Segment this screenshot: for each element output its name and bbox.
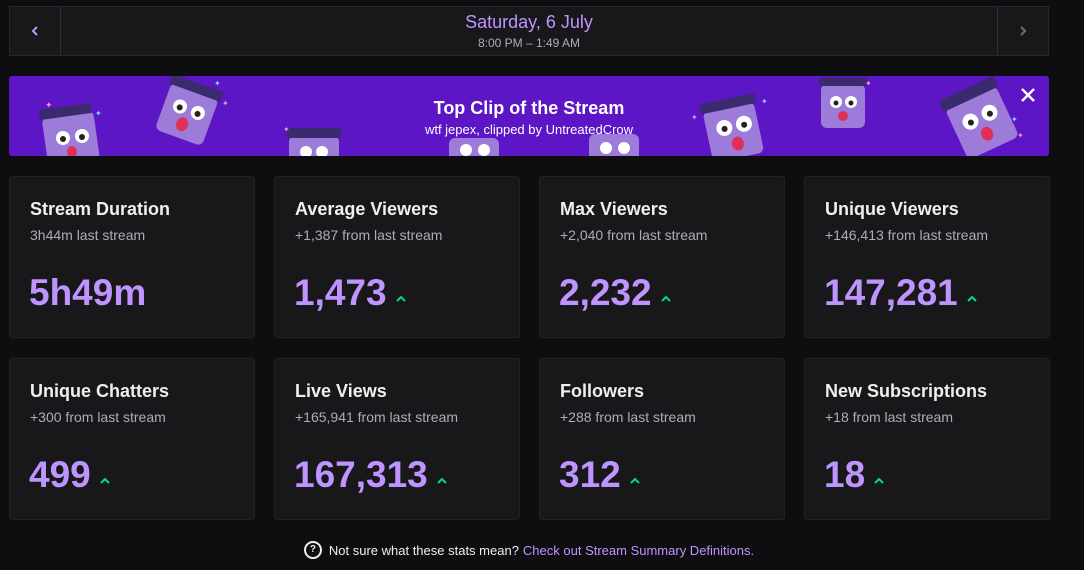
stream-time-range: 8:00 PM – 1:49 AM bbox=[477, 36, 581, 50]
trend-up-icon bbox=[437, 477, 447, 484]
close-icon bbox=[1021, 88, 1035, 102]
clapper-mascot-icon: ✦✦ bbox=[38, 102, 102, 156]
trend-up-icon bbox=[874, 477, 884, 484]
next-stream-button[interactable] bbox=[997, 7, 1048, 55]
stat-value: 167,313 bbox=[294, 454, 428, 495]
stat-value-row: 167,313 bbox=[294, 453, 447, 497]
stat-title: New Subscriptions bbox=[825, 381, 988, 401]
stat-card-followers: Followers +288 from last stream 312 bbox=[539, 358, 785, 520]
svg-text:✦: ✦ bbox=[1017, 131, 1024, 140]
svg-text:✦: ✦ bbox=[45, 102, 53, 110]
trend-up-icon bbox=[395, 295, 406, 302]
top-clip-banner[interactable]: ✦ ✦ ✦ ✦ ✦ ✦ ✦ bbox=[9, 76, 1049, 156]
stat-card-new-subscriptions: New Subscriptions +18 from last stream 1… bbox=[804, 358, 1050, 520]
svg-text:✦: ✦ bbox=[1011, 115, 1018, 124]
stat-title: Stream Duration bbox=[30, 199, 171, 219]
trend-up-icon bbox=[660, 295, 671, 302]
stat-title: Followers bbox=[560, 381, 645, 401]
top-clip-info: Top Clip of the Stream wtf jepex, clippe… bbox=[9, 96, 1049, 139]
stat-comparison: +2,040 from last stream bbox=[560, 227, 708, 243]
date-navigator: Saturday, 6 July 8:00 PM – 1:49 AM bbox=[9, 6, 1049, 56]
stat-value: 147,281 bbox=[824, 272, 958, 313]
svg-text:✦: ✦ bbox=[283, 125, 290, 134]
stat-value: 5h49m bbox=[29, 272, 147, 313]
help-icon: ? bbox=[303, 541, 322, 559]
clapper-mascot-icon: ✦✦ bbox=[691, 93, 768, 156]
stat-comparison: +288 from last stream bbox=[560, 409, 696, 425]
stat-card-stream-duration: Stream Duration 3h44m last stream 5h49m bbox=[9, 176, 255, 338]
previous-stream-button[interactable] bbox=[10, 7, 61, 55]
stat-comparison: +300 from last stream bbox=[30, 409, 166, 425]
stat-comparison: +165,941 from last stream bbox=[295, 409, 459, 425]
stat-title: Live Views bbox=[295, 381, 387, 401]
stat-card-live-views: Live Views +165,941 from last stream 167… bbox=[274, 358, 520, 520]
stats-grid: Stream Duration 3h44m last stream 5h49m … bbox=[9, 176, 1050, 520]
stream-date-title: Saturday, 6 July bbox=[465, 12, 593, 32]
stat-value-row: 499 bbox=[29, 453, 110, 497]
stat-value-row: 147,281 bbox=[824, 271, 977, 315]
trend-up-icon bbox=[100, 477, 110, 484]
stat-card-max-viewers: Max Viewers +2,040 from last stream 2,23… bbox=[539, 176, 785, 338]
stat-comparison: +1,387 from last stream bbox=[295, 227, 443, 243]
top-clip-subtitle[interactable]: wtf jepex, clipped by UntreatedCrow bbox=[424, 122, 634, 137]
stat-title: Average Viewers bbox=[295, 199, 439, 219]
stream-date: Saturday, 6 July 8:00 PM – 1:49 AM bbox=[60, 7, 998, 55]
stat-value: 18 bbox=[824, 454, 866, 495]
stat-title: Unique Viewers bbox=[825, 199, 959, 219]
stat-value-row: 2,232 bbox=[559, 271, 671, 315]
stat-title: Unique Chatters bbox=[30, 381, 170, 401]
stat-value-row: 312 bbox=[559, 453, 640, 497]
stat-card-unique-viewers: Unique Viewers +146,413 from last stream… bbox=[804, 176, 1050, 338]
stat-value-row: 1,473 bbox=[294, 271, 406, 315]
stat-comparison: +18 from last stream bbox=[825, 409, 953, 425]
clapper-mascot-icon bbox=[449, 138, 499, 156]
svg-text:✦: ✦ bbox=[691, 113, 698, 122]
svg-text:✦: ✦ bbox=[865, 79, 872, 88]
svg-text:✦: ✦ bbox=[761, 97, 768, 106]
stat-value: 1,473 bbox=[294, 272, 387, 313]
stat-value-row: 5h49m bbox=[29, 271, 146, 315]
stats-help-footer: ? Not sure what these stats mean? Check … bbox=[0, 540, 1058, 560]
chevron-right-icon bbox=[1020, 26, 1027, 36]
close-banner-button[interactable] bbox=[1015, 82, 1041, 108]
svg-text:✦: ✦ bbox=[222, 99, 229, 108]
stat-title: Max Viewers bbox=[560, 199, 668, 219]
clapper-mascot-icon: ✦ bbox=[283, 125, 341, 156]
stat-comparison: 3h44m last stream bbox=[30, 227, 146, 243]
stat-card-average-viewers: Average Viewers +1,387 from last stream … bbox=[274, 176, 520, 338]
svg-text:✦: ✦ bbox=[95, 109, 102, 118]
stat-card-unique-chatters: Unique Chatters +300 from last stream 49… bbox=[9, 358, 255, 520]
definitions-link[interactable]: Check out Stream Summary Definitions. bbox=[522, 542, 755, 558]
help-text: Not sure what these stats mean? bbox=[328, 542, 519, 558]
clapper-mascot-icon: ✦✦ bbox=[156, 76, 229, 145]
stat-value-row: 18 bbox=[824, 453, 884, 497]
stat-comparison: +146,413 from last stream bbox=[825, 227, 989, 243]
stat-value: 312 bbox=[559, 454, 621, 495]
clapper-mascot-icon bbox=[589, 134, 639, 156]
stat-value: 2,232 bbox=[559, 272, 652, 313]
stat-value: 499 bbox=[29, 454, 91, 495]
chevron-left-icon bbox=[31, 26, 38, 36]
trend-up-icon bbox=[630, 477, 640, 484]
trend-up-icon bbox=[967, 295, 977, 302]
svg-text:✦: ✦ bbox=[214, 79, 221, 88]
clapper-mascot-icon: ✦ bbox=[819, 78, 872, 128]
top-clip-title: Top Clip of the Stream bbox=[433, 98, 625, 118]
clapper-mascot-icon: ✦✦ bbox=[938, 76, 1024, 156]
